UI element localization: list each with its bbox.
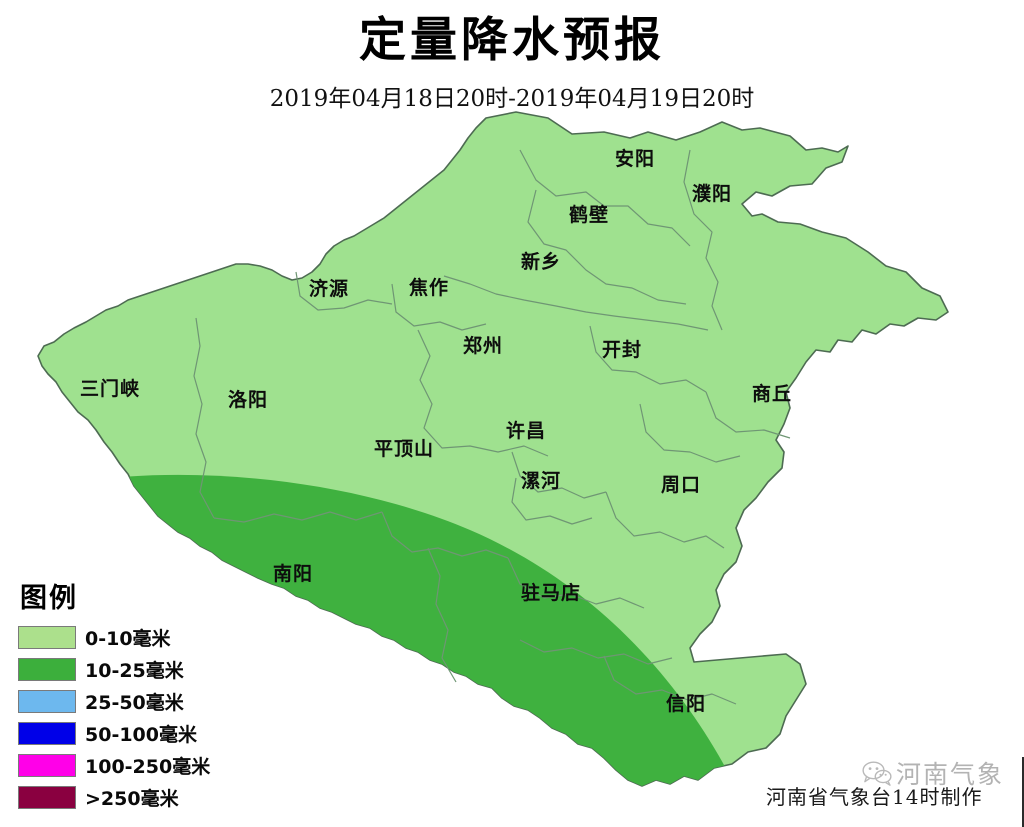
legend-item: 100-250毫米 [18,750,210,781]
city-label-开封: 开封 [602,338,642,361]
city-label-三门峡: 三门峡 [80,377,140,400]
city-label-周口: 周口 [661,474,701,496]
boundary-xuchang [511,451,607,499]
legend-label: 50-100毫米 [85,724,197,746]
boundary-jiyuan [295,271,393,311]
legend-swatch [18,626,76,649]
boundary-sanmenxia-luoyang [193,317,215,519]
boundary-zhoukou-south [605,491,725,549]
city-label-商丘: 商丘 [752,382,792,405]
city-label-许昌: 许昌 [506,419,546,442]
prefecture-boundaries [193,149,791,705]
city-label-济源: 济源 [309,277,349,300]
city-label-濮阳: 濮阳 [692,182,732,205]
credit-text: 河南省气象台14时制作 [766,785,983,809]
page-title: 定量降水预报 [359,13,665,68]
city-label-郑州: 郑州 [463,335,503,357]
boundary-zhumadian-south [519,639,673,665]
legend-label: 10-25毫米 [85,660,184,682]
legend-swatch [18,786,76,809]
legend-title: 图例 [20,583,78,614]
legend-swatch [18,754,76,777]
legend-item: >250毫米 [18,782,210,813]
wechat-icon [862,761,892,786]
right-edge-rule [1022,757,1024,827]
legend-item: 10-25毫米 [18,654,210,685]
city-label-新乡: 新乡 [521,250,561,273]
legend-item: 25-50毫米 [18,686,210,717]
city-label-漯河: 漯河 [521,470,561,492]
boundary-hebi-xinxiang [527,189,687,305]
city-label-南阳: 南阳 [273,563,313,585]
boundary-jiaozuo [391,283,487,331]
legend: 图例 0-10毫米 10-25毫米 25-50毫米 50-100毫米 100-250毫米… [18,585,210,814]
city-label-安阳: 安阳 [615,147,655,170]
legend-label: 100-250毫米 [85,756,211,778]
legend-item: 0-10毫米 [18,622,210,653]
boundary-zhengzhou [417,329,549,457]
boundary-luoyang-south [213,511,383,523]
boundary-luohe [511,477,593,525]
boundary-kaifeng [589,325,707,393]
legend-swatch [18,722,76,745]
header: 定量降水预报 2019年04月18日20时-2019年04月19日20时 [0,0,1024,113]
boundary-zhoukou-north [639,403,741,463]
legend-swatch [18,690,76,713]
legend-label: 0-10毫米 [85,628,171,650]
legend-swatch [18,658,76,681]
boundary-shangqiu [705,391,791,439]
boundary-xinyang-north [603,655,737,705]
city-label-焦作: 焦作 [408,276,449,299]
boundary-xinxiang-south [443,275,709,331]
watermark-text: 河南气象 [896,760,1005,789]
city-label-驻马店: 驻马店 [521,581,581,604]
city-label-信阳: 信阳 [666,692,706,715]
city-label-鹤壁: 鹤壁 [569,203,609,226]
boundary-puyang [683,149,723,331]
watermark: 河南气象 [862,755,1004,791]
city-label-洛阳: 洛阳 [228,388,268,411]
boundary-nanyang-east [427,547,457,683]
boundary-pingdingshan [381,511,509,559]
legend-rows: 0-10毫米 10-25毫米 25-50毫米 50-100毫米 100-250毫米 >25… [18,622,210,813]
city-label-平顶山: 平顶山 [374,438,434,460]
legend-label: 25-50毫米 [85,692,184,714]
legend-label: >250毫米 [85,788,179,810]
boundary-anyang-hebi [519,149,691,247]
forecast-period: 2019年04月18日20时-2019年04月19日20时 [269,85,755,112]
boundary-zhumadian-north [507,557,645,609]
legend-item: 50-100毫米 [18,718,210,749]
